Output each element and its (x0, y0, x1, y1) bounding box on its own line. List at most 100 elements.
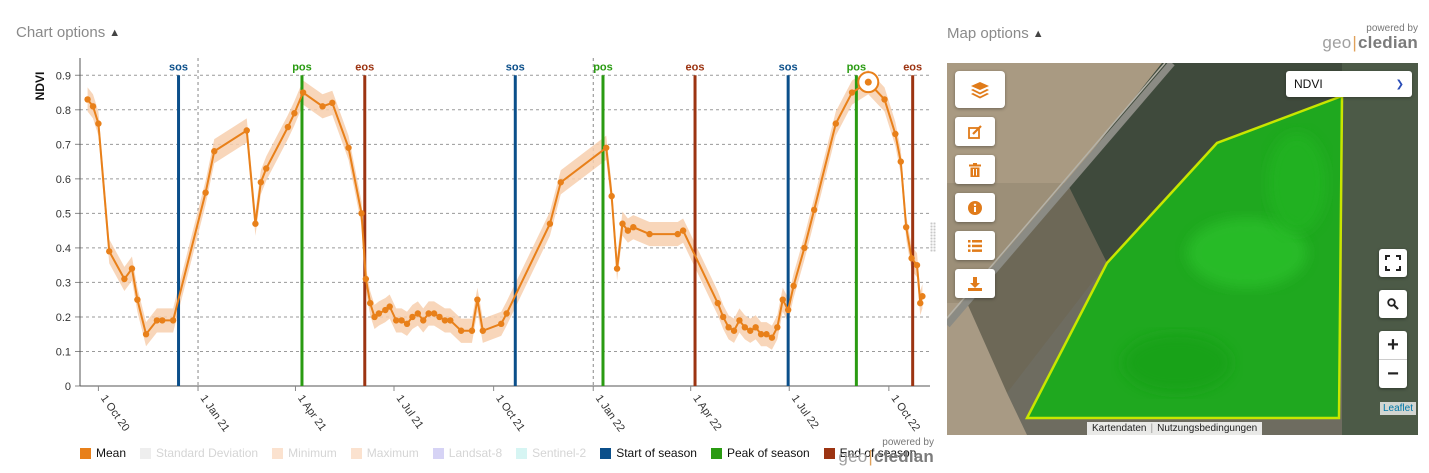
mean-point (736, 317, 743, 324)
mean-point (730, 327, 738, 334)
search-icon (1387, 298, 1399, 310)
legend-swatch (140, 447, 152, 459)
mean-point (95, 120, 102, 127)
mean-point (679, 227, 687, 234)
mean-point (498, 320, 505, 328)
leaflet-link[interactable]: Leaflet (1379, 402, 1416, 415)
map-options-label: Map options (947, 25, 1029, 42)
mean-point (624, 227, 632, 234)
mean-point (763, 331, 770, 338)
powered-by-text: powered by (1366, 23, 1418, 34)
legend-item-minimum[interactable]: Minimum (272, 446, 337, 460)
mean-point (243, 127, 250, 134)
fullscreen-button[interactable] (1379, 249, 1407, 277)
mean-point (832, 120, 839, 127)
legend-swatch (710, 447, 722, 459)
mean-point (801, 244, 808, 252)
list-icon (968, 239, 982, 252)
mean-point (908, 255, 915, 262)
mean-point (252, 220, 259, 227)
mean-line (86, 80, 924, 340)
mean-point (121, 275, 128, 283)
legend-item-end-of-season[interactable]: End of season (823, 446, 916, 460)
legend-item-standard-deviation[interactable]: Standard Deviation (140, 446, 258, 460)
chart-legend: Mean Standard Deviation Minimum Maximum Land… (80, 446, 916, 460)
mean-point (881, 96, 888, 103)
layers-button[interactable] (955, 71, 1005, 108)
y-tick-label: 0.9 (56, 70, 71, 82)
zoom-in-button[interactable]: + (1387, 333, 1399, 356)
mean-point (613, 265, 621, 272)
mean-point (414, 310, 422, 317)
resize-handle[interactable] (930, 222, 936, 252)
field-map[interactable]: NDVI ❯ + − Kartendaten | Nutzungsbedingu… (947, 63, 1418, 435)
chart-options-toggle[interactable]: Chart options ▲ (16, 24, 120, 41)
mean-point (153, 317, 161, 324)
mean-point (784, 306, 792, 314)
info-icon (968, 200, 982, 215)
legend-item-maximum[interactable]: Maximum (350, 446, 419, 460)
download-button[interactable] (955, 269, 995, 298)
mean-point (919, 293, 926, 300)
legend-label: Standard Deviation (156, 446, 259, 460)
search-button[interactable] (1379, 290, 1407, 318)
info-button[interactable] (955, 193, 995, 222)
season-marker-label: pos (847, 61, 867, 73)
mean-point (892, 130, 899, 138)
mean-point (366, 299, 374, 307)
map-powered-by: powered by geo|cledian (1316, 24, 1418, 52)
legend-item-landsat-8[interactable]: Landsat-8 (432, 446, 502, 460)
legend-item-mean[interactable]: Mean (80, 446, 126, 460)
legend-label: Maximum (366, 446, 419, 460)
mean-point (741, 324, 749, 331)
y-tick-label: 0.2 (56, 312, 71, 324)
mean-point (89, 103, 97, 110)
legend-label: Sentinel-2 (532, 446, 587, 460)
mean-point (375, 310, 383, 317)
mean-point (430, 310, 438, 317)
chevron-down-icon: ❯ (1395, 78, 1404, 90)
mean-point (790, 282, 797, 290)
y-tick-label: 0.6 (56, 174, 71, 186)
mean-point (674, 230, 681, 238)
list-button[interactable] (955, 231, 995, 260)
mean-point (603, 144, 610, 151)
map-options-toggle[interactable]: Map options ▲ (947, 25, 1044, 42)
zoom-out-button[interactable]: − (1379, 359, 1407, 388)
legend-label: Peak of season (726, 446, 810, 460)
mean-point (779, 296, 786, 303)
mean-point (392, 317, 400, 324)
x-tick-label: 1 Oct 20 (98, 393, 132, 434)
y-tick-label: 0.8 (56, 105, 71, 117)
map-attribution: Kartendaten | Nutzungsbedingungen (1087, 422, 1263, 435)
legend-item-sentinel-2[interactable]: Sentinel-2 (516, 446, 586, 460)
season-marker-label: sos (779, 61, 798, 73)
legend-item-start-of-season[interactable]: Start of season (600, 446, 697, 460)
layer-select[interactable]: NDVI ❯ (1286, 71, 1412, 97)
x-tick-label: 1 Jan 21 (198, 393, 232, 434)
mean-point (106, 248, 113, 255)
season-marker-label: eos (355, 61, 374, 73)
mean-point (725, 324, 732, 331)
mean-point (714, 299, 721, 307)
x-tick-label: 1 Jul 22 (789, 393, 821, 431)
legend-label: Minimum (288, 446, 337, 460)
map-data-link[interactable]: Kartendaten (1092, 423, 1147, 434)
mean-point (774, 324, 781, 331)
ndvi-time-series-chart[interactable]: 0 0.1 0.2 0.3 0.4 0.5 0.6 0.7 0.8 0.9 NDVI 1 Oct 20… (0, 50, 940, 440)
edit-button[interactable] (955, 117, 995, 146)
y-axis-title: NDVI (33, 72, 47, 101)
terms-link[interactable]: Nutzungsbedingungen (1157, 423, 1258, 434)
mean-point (409, 313, 416, 321)
delete-button[interactable] (955, 155, 995, 184)
mean-point (503, 310, 510, 317)
mean-point (398, 317, 405, 324)
mean-point (128, 265, 136, 272)
x-tick-label: 1 Apr 22 (690, 393, 723, 433)
mean-point (403, 320, 411, 328)
satellite-imagery (947, 63, 1418, 435)
legend-swatch (350, 447, 362, 459)
legend-item-peak-of-season[interactable]: Peak of season (710, 446, 810, 460)
mean-point (768, 334, 776, 341)
legend-swatch (432, 447, 444, 459)
